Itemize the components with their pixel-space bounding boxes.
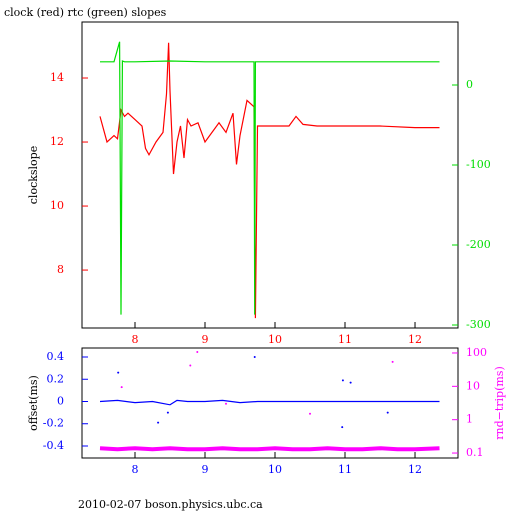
plot-frame	[81, 21, 459, 329]
point	[189, 364, 192, 367]
y-tick-label: -0.4	[43, 439, 64, 452]
y2-tick-label: -200	[466, 238, 491, 251]
chart-title: clock (red) rtc (green) slopes	[4, 6, 167, 19]
point	[120, 386, 123, 389]
point	[225, 402, 228, 405]
x-tick-label: 11	[338, 333, 352, 346]
y2-tick-label: -100	[466, 158, 491, 171]
y2-tick-label: 10	[466, 379, 480, 392]
y-tick-label: 10	[50, 199, 64, 212]
point	[386, 411, 389, 414]
x-tick-label: 12	[408, 463, 422, 476]
footer: 2010-02-07 boson.physics.ubc.ca	[78, 498, 263, 511]
y2-tick-label: -300	[466, 318, 491, 331]
y-tick-label: 14	[50, 71, 64, 84]
y2-tick-label: 1	[466, 413, 473, 426]
point	[309, 412, 312, 415]
point	[391, 360, 394, 363]
y2-tick-label: 100	[466, 346, 487, 359]
series-line	[100, 41, 440, 315]
y-axis-label: offset(ms)	[27, 375, 40, 431]
y2-axis-label: rnd−trip(ms)	[493, 366, 506, 440]
point	[349, 381, 352, 384]
x-tick-label: 11	[338, 463, 352, 476]
x-tick-label: 10	[268, 463, 282, 476]
plot-frame	[81, 347, 459, 459]
y-tick-label: -0.2	[43, 417, 64, 430]
y-axis-label: clockslope	[27, 146, 40, 204]
series-line	[99, 42, 440, 319]
x-tick-label: 9	[201, 463, 208, 476]
y2-tick-label: 0.1	[466, 446, 484, 459]
y-tick-label: 12	[50, 135, 64, 148]
point	[117, 371, 120, 374]
y-tick-label: 0	[57, 394, 64, 407]
point	[196, 350, 199, 353]
x-tick-label: 8	[131, 333, 138, 346]
y-tick-label: 8	[57, 263, 64, 276]
y2-tick-label: 0	[466, 78, 473, 91]
x-tick-label: 12	[408, 333, 422, 346]
x-tick-label: 9	[201, 333, 208, 346]
point	[341, 379, 344, 382]
point	[253, 356, 256, 359]
series-line	[99, 399, 440, 406]
y-tick-label: 0.2	[47, 372, 65, 385]
point	[166, 411, 169, 414]
x-tick-label: 8	[131, 463, 138, 476]
point	[341, 426, 344, 429]
y-tick-label: 0.4	[47, 350, 65, 363]
series-line	[99, 446, 440, 452]
x-tick-label: 10	[268, 333, 282, 346]
point	[157, 421, 160, 424]
